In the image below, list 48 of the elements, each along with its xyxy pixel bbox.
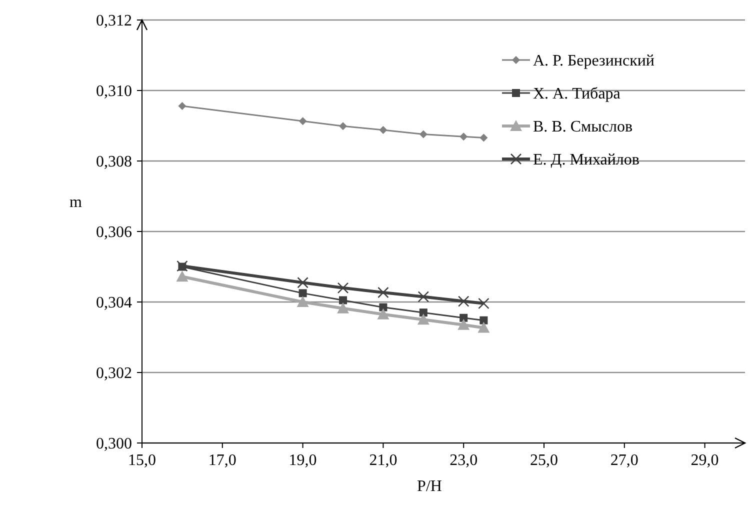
point bbox=[298, 117, 307, 126]
point bbox=[377, 308, 390, 320]
x-tick-label: 19,0 bbox=[288, 452, 317, 469]
x-tick-label: 15,0 bbox=[128, 452, 156, 469]
legend-label: В. В. Смыслов bbox=[533, 118, 633, 136]
y-tick-label: 0,300 bbox=[96, 436, 132, 453]
point bbox=[480, 316, 488, 324]
point bbox=[337, 302, 349, 314]
point bbox=[460, 314, 468, 322]
y-tick-label: 0,310 bbox=[96, 83, 132, 100]
point bbox=[178, 102, 186, 110]
y-tick-label: 0,312 bbox=[96, 12, 132, 30]
point bbox=[298, 289, 307, 298]
legend-label: А. Р. Березинский bbox=[533, 52, 655, 70]
x-axis-title: P/H bbox=[417, 478, 442, 495]
point bbox=[458, 318, 470, 330]
point bbox=[176, 260, 188, 272]
point bbox=[417, 314, 430, 325]
y-tick-label: 0,308 bbox=[96, 154, 132, 171]
point bbox=[478, 298, 490, 310]
point bbox=[418, 291, 430, 302]
point bbox=[480, 134, 488, 142]
point bbox=[176, 270, 188, 282]
y-tick-label: 0,304 bbox=[96, 294, 132, 312]
point bbox=[339, 122, 347, 130]
point bbox=[379, 303, 388, 312]
y-tick-label: 0,302 bbox=[96, 365, 132, 382]
x-tick-label: 27,0 bbox=[610, 452, 638, 469]
y-axis-title: m bbox=[70, 194, 83, 212]
x-tick-label: 23,0 bbox=[450, 452, 478, 469]
point bbox=[339, 296, 347, 304]
point bbox=[419, 130, 428, 138]
x-tick-label: 21,0 bbox=[369, 452, 398, 469]
point bbox=[296, 296, 309, 307]
x-tick-label: 25,0 bbox=[530, 452, 558, 469]
y-tick-label: 0,306 bbox=[96, 224, 132, 242]
point bbox=[419, 308, 428, 317]
point bbox=[478, 322, 490, 333]
x-tick-label: 17,0 bbox=[208, 452, 236, 469]
point bbox=[460, 132, 468, 141]
point bbox=[337, 282, 349, 294]
legend-label: Е. Д. Михайлов bbox=[533, 152, 640, 169]
point bbox=[378, 286, 389, 298]
point bbox=[297, 276, 308, 288]
point bbox=[458, 296, 470, 307]
x-tick-label: 29,0 bbox=[690, 452, 719, 469]
point bbox=[379, 126, 388, 134]
legend-label: Х. А. Тибара bbox=[533, 86, 620, 103]
